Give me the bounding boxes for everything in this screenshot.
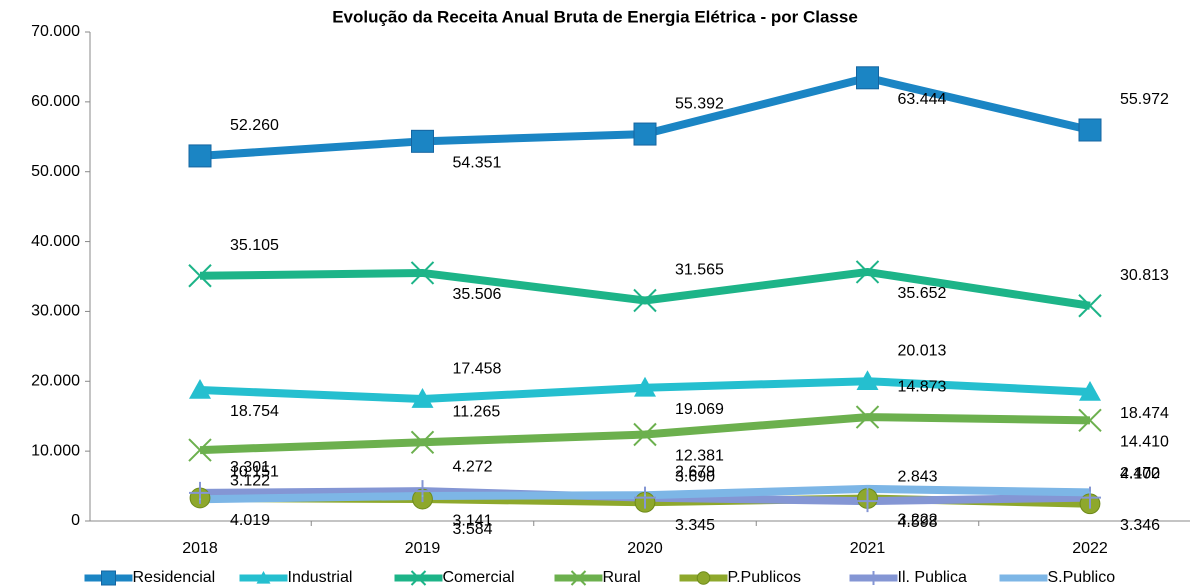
- y-tick-label: 20.000: [31, 373, 80, 390]
- marker: [189, 378, 211, 399]
- data-label: 10.151: [230, 463, 279, 480]
- x-tick-label: 2018: [182, 540, 218, 557]
- x-tick-label: 2020: [627, 540, 663, 557]
- y-tick-label: 30.000: [31, 303, 80, 320]
- data-label: 30.813: [1120, 267, 1169, 284]
- marker: [1079, 380, 1101, 401]
- legend-label: Rural: [603, 569, 641, 586]
- legend-label: Industrial: [288, 569, 353, 586]
- data-label: 3.345: [675, 517, 715, 534]
- data-label: 52.260: [230, 117, 279, 134]
- data-label: 3.222: [898, 512, 938, 529]
- point: [1089, 491, 1091, 494]
- data-label: 3.301: [230, 459, 270, 476]
- marker: [1078, 408, 1102, 433]
- data-label: 11.265: [453, 404, 501, 421]
- data-label: 3.141: [453, 512, 493, 529]
- data-label: 2.843: [898, 468, 938, 485]
- y-tick-label: 70.000: [31, 23, 80, 40]
- point: [866, 487, 869, 490]
- marker: [633, 422, 657, 447]
- data-label: 3.346: [1120, 517, 1160, 534]
- data-label: 35.652: [898, 285, 947, 302]
- point: [199, 498, 201, 501]
- data-label: 12.381: [675, 448, 724, 465]
- legend-label: Comercial: [443, 569, 515, 586]
- y-tick-label: 60.000: [31, 93, 80, 110]
- marker: [1079, 486, 1101, 509]
- data-label: 4.100: [1120, 466, 1160, 483]
- marker: [633, 288, 657, 313]
- marker: [855, 405, 880, 429]
- legend-label: Residencial: [133, 569, 216, 586]
- data-label: 55.972: [1120, 91, 1169, 108]
- point: [421, 494, 424, 497]
- x-tick-label: 2021: [850, 540, 886, 557]
- marker: [410, 430, 435, 455]
- data-label: 54.351: [453, 155, 502, 172]
- marker: [410, 570, 427, 586]
- data-label: 55.392: [675, 95, 724, 112]
- data-label: 19.069: [675, 401, 724, 418]
- data-label: 4.272: [453, 458, 493, 475]
- marker: [634, 376, 656, 397]
- marker: [1078, 118, 1102, 142]
- legend-label: Il. Publica: [898, 569, 967, 586]
- marker: [101, 570, 116, 586]
- data-label: 35.105: [230, 237, 279, 254]
- data-label: 18.754: [230, 403, 279, 420]
- marker: [856, 66, 879, 90]
- y-tick-label: 40.000: [31, 233, 80, 250]
- x-tick-label: 2019: [405, 540, 441, 557]
- marker: [1078, 294, 1102, 318]
- marker: [866, 571, 881, 585]
- data-label: 4.598: [898, 514, 938, 531]
- marker: [256, 571, 271, 584]
- marker: [570, 570, 587, 586]
- x-tick-label: 2022: [1072, 540, 1108, 557]
- marker: [633, 122, 657, 146]
- data-label: 4.019: [230, 512, 270, 529]
- point: [644, 494, 646, 497]
- chart-title: Evolução da Receita Anual Bruta de Energ…: [332, 7, 858, 26]
- data-label: 31.565: [675, 262, 724, 279]
- marker: [188, 264, 212, 288]
- data-label: 18.474: [1120, 405, 1169, 422]
- data-label: 14.873: [898, 378, 947, 395]
- marker: [856, 370, 879, 390]
- marker: [634, 486, 656, 509]
- data-label: 35.506: [453, 286, 502, 303]
- marker: [188, 144, 212, 168]
- data-label: 3.584: [453, 521, 493, 538]
- y-tick-label: 0: [71, 512, 80, 529]
- legend-label: S.Publico: [1048, 569, 1116, 586]
- marker: [411, 480, 434, 503]
- marker: [410, 261, 435, 285]
- legend: Residencial Industrial Comercial Rural P.Pub…: [84, 569, 1116, 586]
- data-label: 14.410: [1120, 434, 1169, 451]
- data-label: 17.458: [453, 360, 502, 377]
- data-label: 3.690: [675, 468, 715, 485]
- y-tick-label: 50.000: [31, 163, 80, 180]
- data-label: 3.122: [230, 472, 270, 489]
- data-label: 2.472: [1120, 465, 1160, 482]
- data-label: 63.444: [898, 91, 947, 108]
- marker: [856, 490, 879, 513]
- data-label: 20.013: [898, 342, 947, 359]
- marker: [188, 438, 212, 462]
- marker: [411, 388, 434, 408]
- marker: [411, 129, 434, 153]
- marker: [189, 481, 211, 504]
- legend-label: P.Publicos: [728, 569, 802, 586]
- data-label: 2.679: [675, 464, 715, 481]
- y-tick-label: 10.000: [31, 442, 80, 459]
- marker: [696, 571, 711, 585]
- marker: [855, 260, 880, 284]
